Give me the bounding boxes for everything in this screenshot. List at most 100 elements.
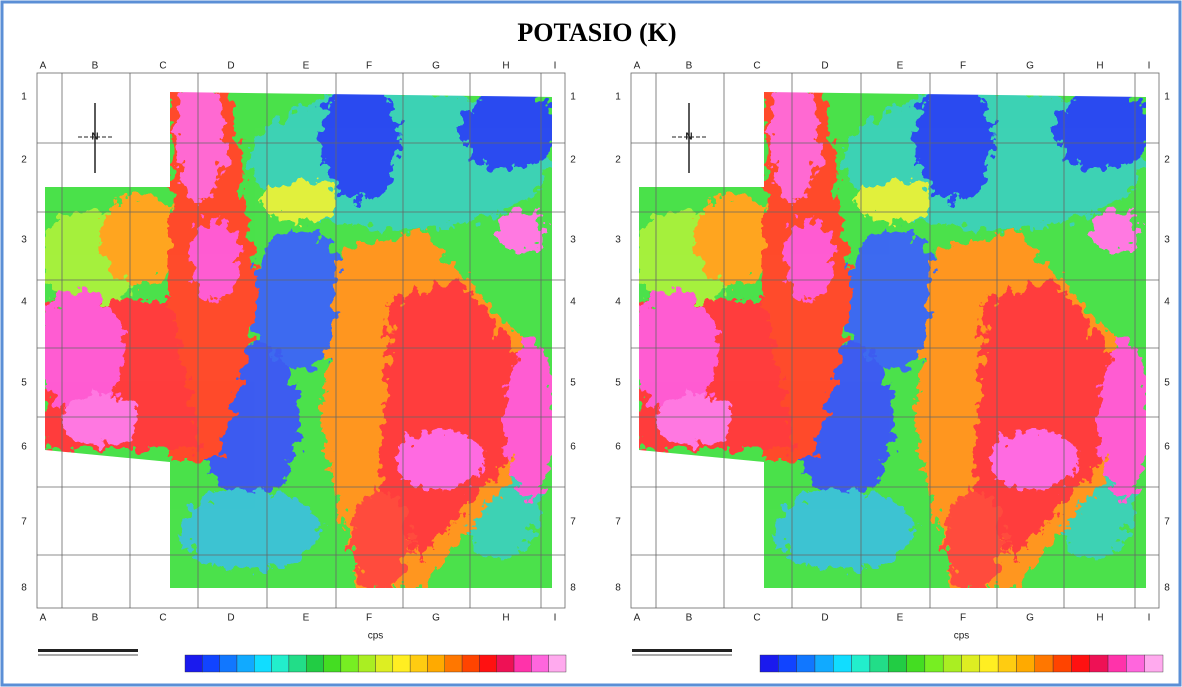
colorbar-swatch xyxy=(549,655,566,672)
colorbar-swatch xyxy=(907,655,925,672)
column-label: C xyxy=(159,61,166,72)
row-label: 8 xyxy=(1164,583,1170,594)
north-label: N xyxy=(91,132,98,143)
column-label: B xyxy=(92,61,99,72)
colorbar-swatch xyxy=(1126,655,1144,672)
colorbar-swatch xyxy=(833,655,851,672)
colorbar-swatch xyxy=(943,655,961,672)
colorbar-swatch xyxy=(852,655,870,672)
colorbar-label: cps xyxy=(954,631,970,642)
column-label: H xyxy=(502,613,509,624)
column-label: H xyxy=(502,61,509,72)
column-label: G xyxy=(1026,613,1034,624)
colorbar-swatch xyxy=(870,655,888,672)
row-label: 6 xyxy=(615,442,621,453)
colorbar-swatch xyxy=(445,655,462,672)
map-raster xyxy=(30,80,570,600)
row-label: 7 xyxy=(1164,517,1170,528)
scale-bar xyxy=(632,649,732,652)
row-label: 1 xyxy=(570,92,576,103)
north-label: N xyxy=(685,132,692,143)
column-label: I xyxy=(554,613,557,624)
row-label: 2 xyxy=(615,155,621,166)
colorbar-swatch xyxy=(272,655,289,672)
column-label: C xyxy=(159,613,166,624)
row-label: 4 xyxy=(570,297,576,308)
colorbar-swatch xyxy=(358,655,375,672)
column-label: F xyxy=(366,61,372,72)
column-label: D xyxy=(821,613,828,624)
colorbar-swatch xyxy=(980,655,998,672)
row-label: 7 xyxy=(570,517,576,528)
colorbar-swatch xyxy=(237,655,254,672)
row-label: 1 xyxy=(21,92,27,103)
row-label: 3 xyxy=(1164,235,1170,246)
colorbar-swatch xyxy=(1108,655,1126,672)
row-label: 6 xyxy=(1164,442,1170,453)
colorbar-swatch xyxy=(324,655,341,672)
row-label: 8 xyxy=(570,583,576,594)
column-label: D xyxy=(821,61,828,72)
map-raster xyxy=(624,80,1164,600)
title: POTASIO (K) xyxy=(517,18,676,47)
row-label: 8 xyxy=(615,583,621,594)
column-label: I xyxy=(1148,613,1151,624)
colorbar-swatch xyxy=(393,655,410,672)
column-label: F xyxy=(960,61,966,72)
colorbar-swatch xyxy=(306,655,323,672)
column-label: A xyxy=(634,61,641,72)
colorbar-swatch xyxy=(202,655,219,672)
colorbar-swatch xyxy=(410,655,427,672)
colorbar-swatch xyxy=(1071,655,1089,672)
column-label: E xyxy=(897,61,904,72)
colorbar-swatch xyxy=(341,655,358,672)
colorbar-swatch xyxy=(1035,655,1053,672)
colorbar-swatch xyxy=(462,655,479,672)
row-label: 5 xyxy=(615,378,621,389)
column-label: A xyxy=(40,61,47,72)
column-label: I xyxy=(1148,61,1151,72)
row-label: 7 xyxy=(615,517,621,528)
colorbar-swatch xyxy=(289,655,306,672)
colorbar-swatch xyxy=(427,655,444,672)
column-label: H xyxy=(1096,613,1103,624)
column-label: I xyxy=(554,61,557,72)
column-label: C xyxy=(753,613,760,624)
row-label: 4 xyxy=(21,297,27,308)
colorbar-swatch xyxy=(1053,655,1071,672)
colorbar-swatch xyxy=(888,655,906,672)
column-label: C xyxy=(753,61,760,72)
colorbar-swatch xyxy=(220,655,237,672)
row-label: 4 xyxy=(1164,297,1170,308)
row-label: 8 xyxy=(21,583,27,594)
column-label: G xyxy=(1026,61,1034,72)
column-label: F xyxy=(366,613,372,624)
colorbar-swatch xyxy=(1016,655,1034,672)
page: POTASIO (K) A A B B C C D D E E F F G G H H I I 1 1 2 2 3 3 4 4 5 5… xyxy=(0,0,1182,687)
row-label: 1 xyxy=(1164,92,1170,103)
row-label: 5 xyxy=(21,378,27,389)
colorbar-swatch xyxy=(760,655,778,672)
scale-bar xyxy=(38,649,138,652)
column-label: B xyxy=(92,613,99,624)
row-label: 3 xyxy=(21,235,27,246)
row-label: 1 xyxy=(615,92,621,103)
column-label: E xyxy=(897,613,904,624)
colorbar-swatch xyxy=(479,655,496,672)
column-label: B xyxy=(686,613,693,624)
row-label: 6 xyxy=(21,442,27,453)
colorbar-swatch xyxy=(962,655,980,672)
column-label: A xyxy=(634,613,641,624)
column-label: F xyxy=(960,613,966,624)
row-label: 3 xyxy=(615,235,621,246)
row-label: 2 xyxy=(1164,155,1170,166)
column-label: E xyxy=(303,61,310,72)
colorbar-swatch xyxy=(998,655,1016,672)
row-label: 2 xyxy=(570,155,576,166)
row-label: 6 xyxy=(570,442,576,453)
row-label: 7 xyxy=(21,517,27,528)
column-label: H xyxy=(1096,61,1103,72)
row-label: 5 xyxy=(570,378,576,389)
row-label: 3 xyxy=(570,235,576,246)
